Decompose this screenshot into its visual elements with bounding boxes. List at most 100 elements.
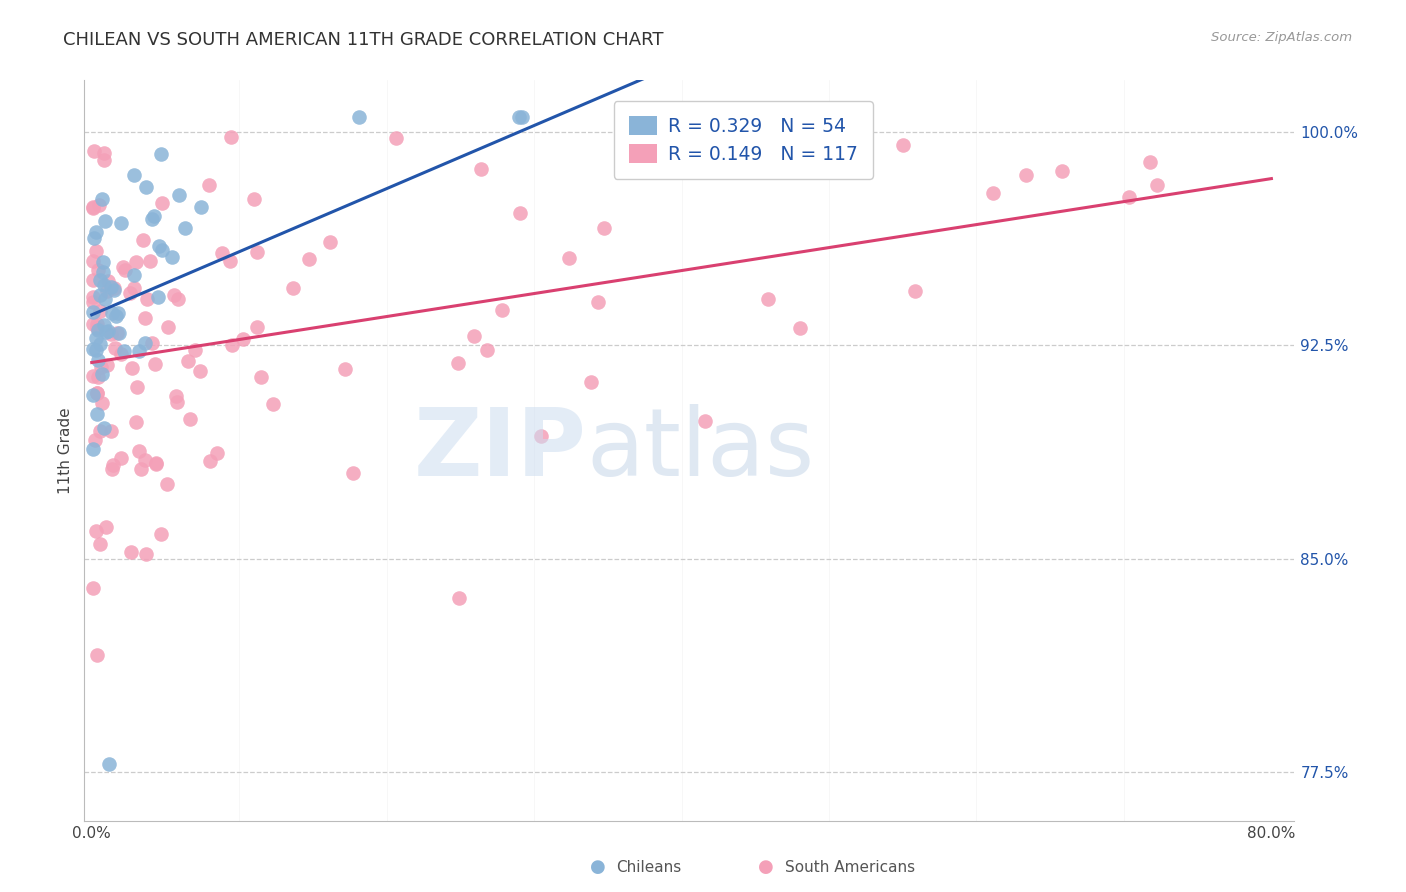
Point [145, 357, 167, 371]
Point [447, 355, 470, 369]
Point [103, 283, 125, 297]
Point [283, 281, 305, 295]
Point [134, 311, 156, 326]
Point [110, 450, 132, 465]
Point [342, 466, 364, 480]
Point [463, 328, 485, 343]
Point [219, 130, 242, 145]
Point [1146, 178, 1168, 192]
Point [82, 201, 104, 215]
Point [586, 295, 609, 310]
Point [134, 453, 156, 467]
Point [105, 326, 128, 340]
Point [135, 547, 157, 561]
Point [166, 293, 188, 307]
Text: atlas: atlas [586, 404, 814, 497]
Point [103, 281, 125, 295]
Point [86, 648, 108, 662]
Point [249, 370, 271, 384]
Point [82, 290, 104, 304]
Point [128, 343, 150, 358]
Point [166, 394, 188, 409]
Point [94, 214, 117, 228]
Point [101, 306, 124, 320]
Point [384, 131, 406, 145]
Point [592, 220, 614, 235]
Point [98, 756, 121, 771]
Point [122, 281, 145, 295]
Point [148, 239, 170, 253]
Point [891, 138, 914, 153]
Point [87, 323, 110, 337]
Point [141, 336, 163, 351]
Point [82, 442, 104, 456]
Point [335, 362, 357, 376]
Point [141, 211, 163, 226]
Point [160, 250, 183, 264]
Point [86, 385, 108, 400]
Point [470, 161, 492, 176]
Point [188, 364, 211, 378]
Point [82, 294, 104, 309]
Point [1052, 164, 1074, 178]
Point [184, 343, 207, 358]
Point [262, 397, 284, 411]
Point [100, 424, 122, 438]
Point [89, 304, 111, 318]
Point [447, 591, 470, 606]
Point [100, 327, 122, 342]
Point [84, 244, 107, 258]
Point [211, 245, 233, 260]
Point [86, 386, 108, 401]
Point [86, 320, 108, 334]
Point [198, 178, 221, 192]
Point [246, 320, 269, 334]
Point [89, 537, 111, 551]
Point [96, 358, 118, 372]
Point [693, 414, 716, 428]
Point [150, 147, 173, 161]
Point [94, 292, 117, 306]
Point [100, 280, 122, 294]
Point [94, 325, 117, 339]
Point [107, 326, 129, 340]
Point [145, 457, 167, 471]
Point [89, 424, 111, 438]
Point [205, 446, 228, 460]
Point [107, 306, 129, 320]
Point [120, 545, 142, 559]
Point [101, 458, 124, 472]
Point [125, 380, 148, 394]
Point [104, 341, 127, 355]
Point [150, 526, 173, 541]
Point [138, 254, 160, 268]
Text: Chileans: Chileans [616, 860, 681, 874]
Point [82, 388, 104, 402]
Point [146, 289, 169, 303]
Point [124, 415, 146, 429]
Point [150, 244, 173, 258]
Point [1118, 190, 1140, 204]
Point [162, 288, 184, 302]
Point [232, 332, 254, 346]
Point [93, 153, 115, 168]
Point [243, 192, 266, 206]
Text: ●: ● [758, 858, 775, 876]
Text: ZIP: ZIP [413, 404, 586, 497]
Point [84, 524, 107, 538]
Point [150, 196, 173, 211]
Point [87, 353, 110, 368]
Point [177, 354, 200, 368]
Point [86, 408, 108, 422]
Point [110, 216, 132, 230]
Point [666, 111, 689, 125]
Point [190, 200, 212, 214]
Text: Source: ZipAtlas.com: Source: ZipAtlas.com [1212, 31, 1353, 45]
Text: CHILEAN VS SOUTH AMERICAN 11TH GRADE CORRELATION CHART: CHILEAN VS SOUTH AMERICAN 11TH GRADE COR… [63, 31, 664, 49]
Point [1139, 155, 1161, 169]
Point [87, 263, 110, 277]
Point [179, 412, 201, 426]
Point [173, 220, 195, 235]
Point [83, 231, 105, 245]
Point [86, 370, 108, 384]
